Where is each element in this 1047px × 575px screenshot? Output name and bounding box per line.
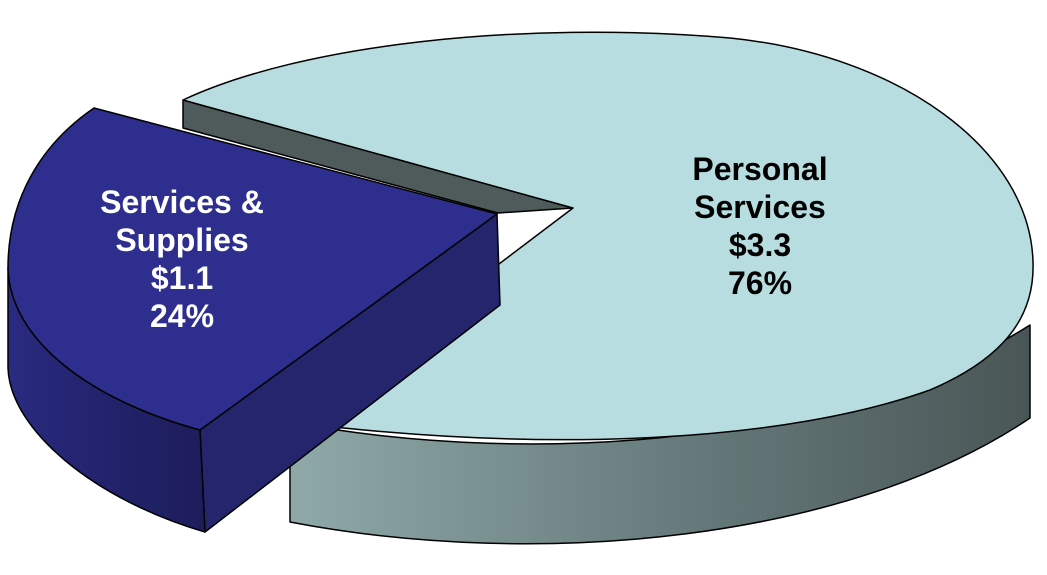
slice-label-personal-line2: Services xyxy=(694,189,826,225)
slice-label-services: Services & Supplies $1.1 24% xyxy=(62,183,302,335)
slice-percent-personal: 76% xyxy=(727,265,793,301)
slice-percent-services: 24% xyxy=(149,298,215,334)
slice-label-personal: Personal Services $3.3 76% xyxy=(645,150,875,302)
slice-label-services-line1: Services & xyxy=(100,184,264,220)
slice-personal-rim xyxy=(289,324,1031,545)
slice-services xyxy=(7,107,498,431)
slice-label-services-line2: Supplies xyxy=(115,222,249,258)
slice-value-services: $1.1 xyxy=(150,260,214,296)
slice-personal xyxy=(182,31,1034,441)
slice-value-personal: $3.3 xyxy=(728,227,792,263)
slice-label-personal-line1: Personal xyxy=(692,151,828,187)
